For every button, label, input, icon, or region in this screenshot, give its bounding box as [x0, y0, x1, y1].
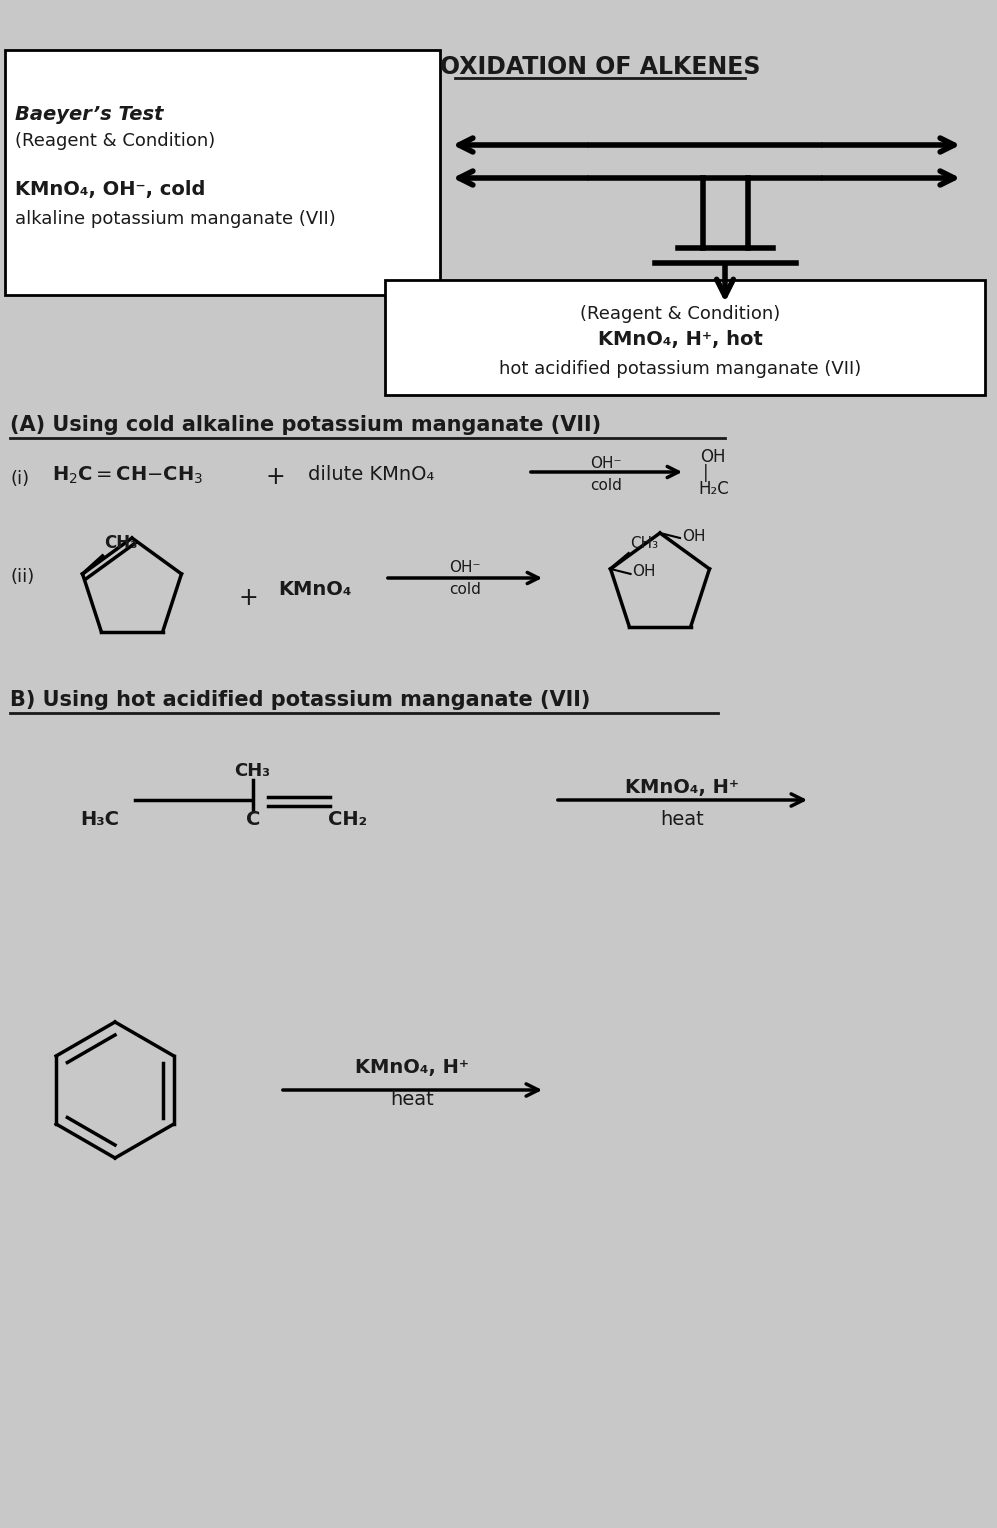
Text: CH₃: CH₃ [630, 536, 659, 552]
Text: OXIDATION OF ALKENES: OXIDATION OF ALKENES [440, 55, 761, 79]
Text: Baeyer’s Test: Baeyer’s Test [15, 105, 164, 124]
Text: CH₂: CH₂ [328, 810, 367, 830]
Text: OH: OH [632, 564, 656, 579]
Text: KMnO₄, H⁺: KMnO₄, H⁺ [625, 778, 739, 798]
Text: (A) Using cold alkaline potassium manganate (VII): (A) Using cold alkaline potassium mangan… [10, 416, 601, 435]
Text: KMnO₄, H⁺: KMnO₄, H⁺ [355, 1057, 469, 1077]
Text: (Reagent & Condition): (Reagent & Condition) [580, 306, 780, 322]
Text: dilute KMnO₄: dilute KMnO₄ [308, 465, 435, 484]
Text: +: + [238, 587, 258, 610]
Text: heat: heat [660, 810, 704, 830]
Text: alkaline potassium manganate (VII): alkaline potassium manganate (VII) [15, 209, 336, 228]
Text: KMnO₄: KMnO₄ [278, 581, 352, 599]
Text: +: + [265, 465, 285, 489]
Text: OH: OH [682, 529, 706, 544]
Text: B) Using hot acidified potassium manganate (VII): B) Using hot acidified potassium mangana… [10, 691, 590, 711]
Text: OH⁻: OH⁻ [450, 559, 481, 575]
Text: CH₃: CH₃ [105, 533, 138, 552]
Text: H₃C: H₃C [80, 810, 119, 830]
Text: (ii): (ii) [10, 568, 34, 587]
FancyBboxPatch shape [385, 280, 985, 396]
Text: KMnO₄, OH⁻, cold: KMnO₄, OH⁻, cold [15, 180, 205, 199]
Text: H₂C: H₂C [698, 480, 729, 498]
Text: KMnO₄, H⁺, hot: KMnO₄, H⁺, hot [597, 330, 763, 348]
Text: H$_2$C$=$CH$-$CH$_3$: H$_2$C$=$CH$-$CH$_3$ [52, 465, 203, 486]
Text: (i): (i) [10, 471, 29, 487]
Text: cold: cold [449, 582, 481, 597]
Text: heat: heat [390, 1089, 434, 1109]
Text: OH⁻: OH⁻ [590, 455, 622, 471]
Text: cold: cold [590, 478, 622, 494]
Text: (Reagent & Condition): (Reagent & Condition) [15, 131, 215, 150]
Text: C: C [246, 810, 260, 830]
Text: CH₃: CH₃ [234, 762, 270, 779]
Text: OH: OH [700, 448, 726, 466]
Text: hot acidified potassium manganate (VII): hot acidified potassium manganate (VII) [498, 361, 861, 377]
FancyBboxPatch shape [5, 50, 440, 295]
Text: |: | [703, 465, 709, 481]
